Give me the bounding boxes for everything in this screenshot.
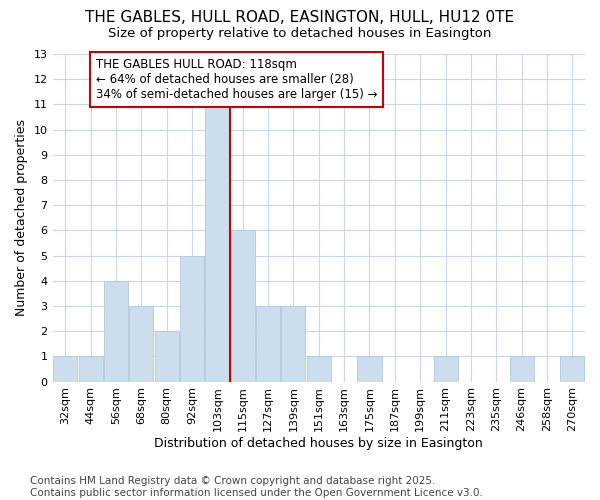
Bar <box>560 356 584 382</box>
Bar <box>230 230 255 382</box>
Text: Size of property relative to detached houses in Easington: Size of property relative to detached ho… <box>109 28 491 40</box>
Bar <box>180 256 204 382</box>
Bar <box>358 356 382 382</box>
Bar <box>79 356 103 382</box>
Text: THE GABLES HULL ROAD: 118sqm
← 64% of detached houses are smaller (28)
34% of se: THE GABLES HULL ROAD: 118sqm ← 64% of de… <box>95 58 377 101</box>
Bar <box>256 306 280 382</box>
Y-axis label: Number of detached properties: Number of detached properties <box>15 120 28 316</box>
Bar <box>104 281 128 382</box>
Bar <box>53 356 77 382</box>
X-axis label: Distribution of detached houses by size in Easington: Distribution of detached houses by size … <box>154 437 483 450</box>
Bar <box>129 306 154 382</box>
Bar <box>509 356 533 382</box>
Bar <box>281 306 305 382</box>
Text: Contains HM Land Registry data © Crown copyright and database right 2025.
Contai: Contains HM Land Registry data © Crown c… <box>30 476 483 498</box>
Bar <box>307 356 331 382</box>
Text: THE GABLES, HULL ROAD, EASINGTON, HULL, HU12 0TE: THE GABLES, HULL ROAD, EASINGTON, HULL, … <box>85 10 515 25</box>
Bar <box>434 356 458 382</box>
Bar <box>155 331 179 382</box>
Bar <box>205 104 229 382</box>
